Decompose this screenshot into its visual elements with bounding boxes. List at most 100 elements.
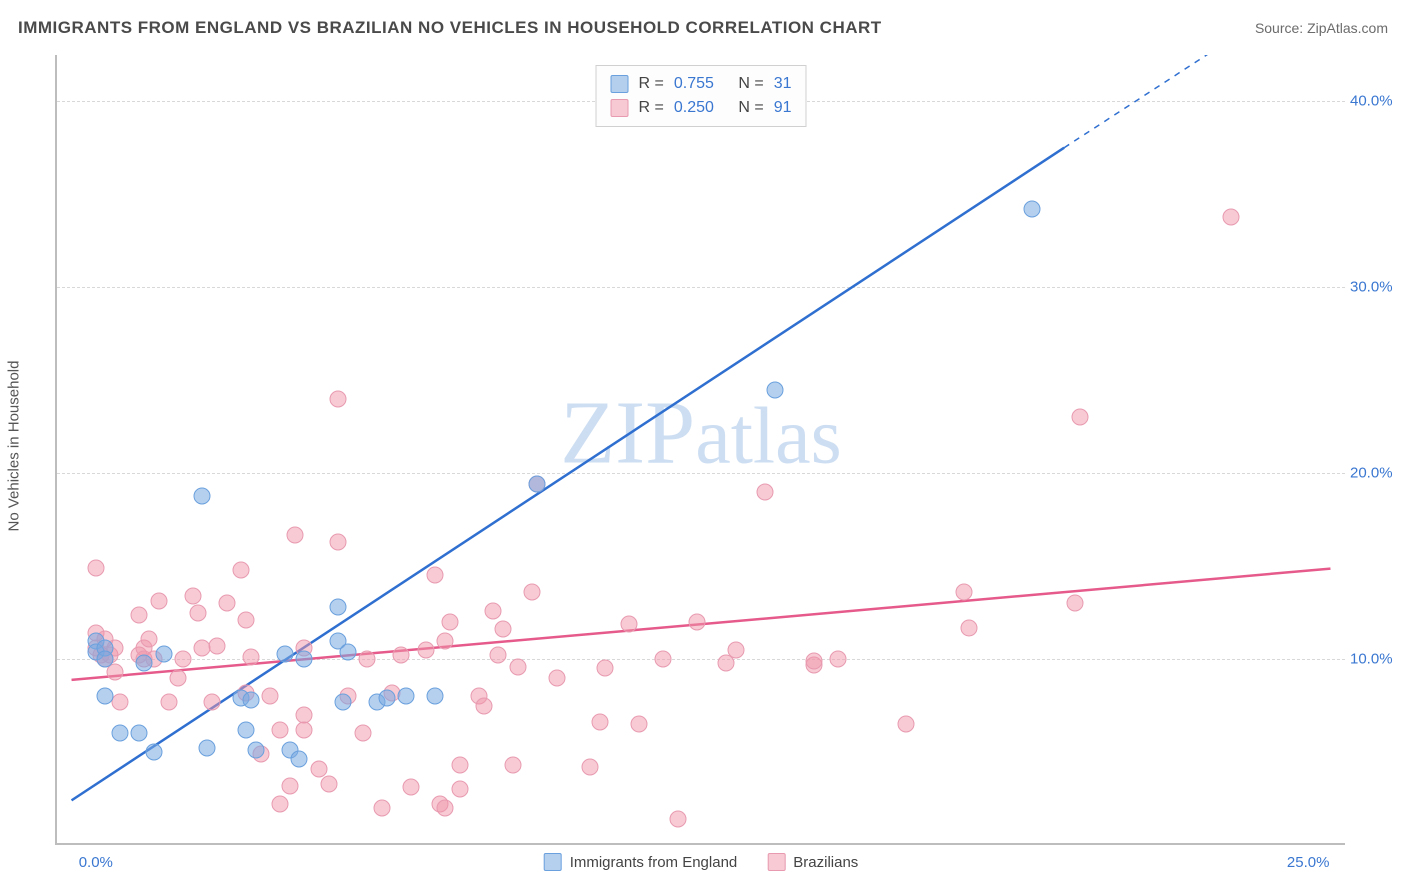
data-point [131, 725, 148, 742]
data-point [436, 632, 453, 649]
stat-legend: R = 0.755 N = 31 R = 0.250 N = 91 [596, 65, 807, 127]
data-point [242, 692, 259, 709]
chart-title: IMMIGRANTS FROM ENGLAND VS BRAZILIAN NO … [18, 18, 882, 38]
data-point [97, 688, 114, 705]
data-point [373, 799, 390, 816]
x-tick-label: 25.0% [1287, 854, 1330, 871]
data-point [175, 651, 192, 668]
data-point [276, 645, 293, 662]
y-tick-label: 40.0% [1350, 93, 1400, 110]
data-point [475, 697, 492, 714]
data-point [296, 651, 313, 668]
data-point [189, 604, 206, 621]
plot-area: ZIPatlas 10.0%20.0%30.0%40.0% R = 0.755 … [55, 55, 1345, 845]
legend-item: Brazilians [767, 853, 858, 871]
x-tick-label: 0.0% [79, 854, 113, 871]
gridline [57, 287, 1345, 288]
r-value: 0.755 [674, 72, 714, 96]
data-point [829, 651, 846, 668]
data-point [160, 693, 177, 710]
data-point [141, 630, 158, 647]
data-point [548, 669, 565, 686]
data-point [727, 641, 744, 658]
legend-swatch [611, 99, 629, 117]
data-point [485, 602, 502, 619]
data-point [184, 587, 201, 604]
data-point [291, 751, 308, 768]
data-point [233, 561, 250, 578]
source-label: Source: ZipAtlas.com [1255, 20, 1388, 36]
data-point [194, 487, 211, 504]
data-point [427, 567, 444, 584]
data-point [339, 643, 356, 660]
y-axis-title: No Vehicles in Household [6, 361, 23, 532]
data-point [441, 613, 458, 630]
data-point [451, 757, 468, 774]
gridline [57, 473, 1345, 474]
watermark: ZIPatlas [560, 382, 842, 485]
data-point [597, 660, 614, 677]
data-point [272, 721, 289, 738]
r-value: 0.250 [674, 96, 714, 120]
data-point [757, 483, 774, 500]
stat-legend-row: R = 0.755 N = 31 [611, 72, 792, 96]
data-point [495, 621, 512, 638]
data-point [247, 742, 264, 759]
data-point [330, 599, 347, 616]
data-point [897, 716, 914, 733]
data-point [398, 688, 415, 705]
r-label: R = [639, 72, 664, 96]
y-tick-label: 10.0% [1350, 651, 1400, 668]
data-point [378, 690, 395, 707]
data-point [621, 615, 638, 632]
data-point [218, 595, 235, 612]
r-label: R = [639, 96, 664, 120]
data-point [955, 584, 972, 601]
data-point [112, 693, 129, 710]
data-point [417, 641, 434, 658]
bottom-legend: Immigrants from England Brazilians [544, 853, 859, 871]
data-point [296, 721, 313, 738]
data-point [582, 758, 599, 775]
data-point [359, 651, 376, 668]
data-point [1072, 409, 1089, 426]
n-label: N = [738, 72, 763, 96]
legend-item: Immigrants from England [544, 853, 738, 871]
data-point [131, 606, 148, 623]
data-point [451, 781, 468, 798]
data-point [320, 775, 337, 792]
data-point [112, 725, 129, 742]
data-point [97, 651, 114, 668]
data-point [155, 645, 172, 662]
data-point [689, 613, 706, 630]
legend-swatch [611, 75, 629, 93]
data-point [766, 381, 783, 398]
n-value: 31 [774, 72, 792, 96]
data-point [529, 476, 546, 493]
data-point [1067, 595, 1084, 612]
data-point [286, 526, 303, 543]
legend-label: Immigrants from England [570, 854, 738, 871]
data-point [393, 647, 410, 664]
n-label: N = [738, 96, 763, 120]
legend-swatch [767, 853, 785, 871]
y-tick-label: 30.0% [1350, 279, 1400, 296]
data-point [238, 721, 255, 738]
legend-swatch [544, 853, 562, 871]
data-point [436, 799, 453, 816]
data-point [960, 619, 977, 636]
data-point [199, 740, 216, 757]
data-point [272, 796, 289, 813]
data-point [150, 593, 167, 610]
data-point [592, 714, 609, 731]
data-point [1222, 208, 1239, 225]
data-point [1023, 201, 1040, 218]
data-point [403, 779, 420, 796]
y-tick-label: 20.0% [1350, 465, 1400, 482]
data-point [335, 693, 352, 710]
data-point [242, 649, 259, 666]
data-point [87, 560, 104, 577]
data-point [669, 810, 686, 827]
data-point [524, 584, 541, 601]
data-point [136, 654, 153, 671]
